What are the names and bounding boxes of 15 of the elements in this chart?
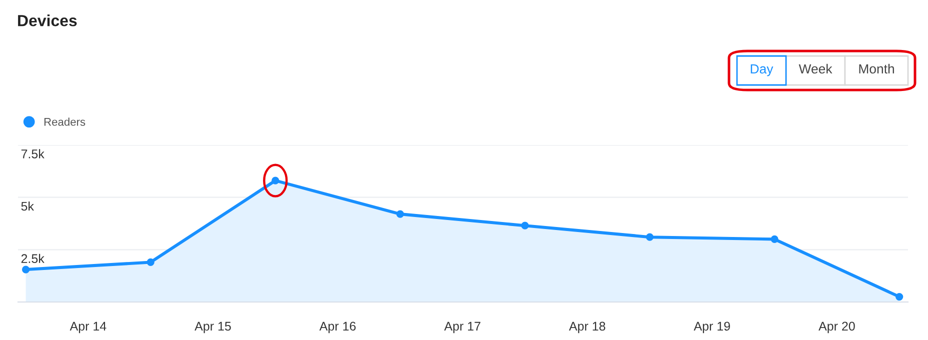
y-tick-label: 7.5k: [21, 149, 44, 158]
x-tick-label: Apr 18: [568, 322, 606, 334]
y-tick-label: 5k: [21, 202, 34, 211]
text: Day: [750, 64, 774, 76]
x-tick-label: Apr 20: [818, 322, 855, 334]
text: Week: [798, 64, 832, 74]
x-tick-label: Apr 19: [694, 322, 730, 334]
chart-title: Devices: [18, 14, 77, 26]
legend-label: Readers: [44, 118, 86, 126]
x-tick-label: Apr 15: [194, 322, 231, 334]
text: Month: [859, 64, 894, 74]
x-tick-label: Apr 17: [444, 322, 480, 334]
x-tick-label: Apr 14: [70, 322, 106, 334]
y-tick-label: 2.5k: [21, 254, 44, 264]
x-tick-label: Apr 16: [319, 322, 356, 334]
